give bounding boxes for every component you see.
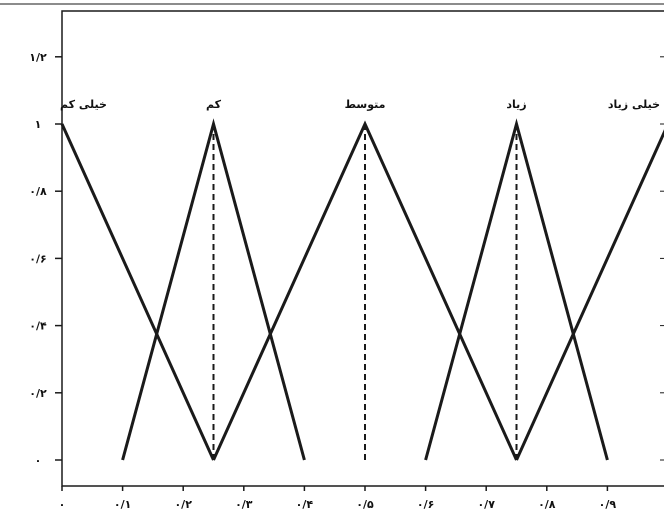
membership-lines (60, 118, 664, 461)
y-tick-label-1: ۰/۲ (29, 387, 47, 400)
series-line-0 (60, 123, 215, 461)
series-label-2: متوسط (345, 98, 386, 111)
y-tick-label-2: ۰/۴ (29, 320, 47, 333)
series-line-1 (121, 118, 306, 461)
y-tick-label-0: ۰ (35, 454, 42, 467)
series-label-4: خیلی زیاد (608, 98, 660, 111)
y-tick-label-6: ۱/۲ (29, 51, 47, 64)
x-tick-label-9: ۰/۹ (599, 498, 617, 511)
x-tick-label-7: ۰/۷ (477, 498, 495, 511)
x-tick-label-1: ۰/۱ (114, 498, 131, 511)
x-tick-label-8: ۰/۸ (538, 498, 556, 511)
x-tick-label-5: ۰/۵ (356, 498, 374, 511)
plot-border (61, 10, 664, 487)
peak-guides (212, 124, 518, 460)
series-label-3: زیاد (506, 98, 526, 111)
x-tick-label-2: ۰/۲ (174, 498, 192, 511)
series-line-3 (424, 118, 609, 461)
series-label-1: کم (206, 98, 222, 111)
y-axis-ticks: ۰ ۰/۲ ۰/۴ ۰/۶ ۰/۸ ۱ ۱/۲ (29, 51, 664, 467)
x-tick-label-0: ۰ (59, 498, 66, 511)
series-labels: خیلی کم کم متوسط زیاد خیلی زیاد (60, 98, 660, 111)
series-line-4 (515, 129, 664, 461)
plot-frame (0, 3, 664, 487)
x-axis-ticks: ۰ ۰/۱ ۰/۲ ۰/۳ ۰/۴ ۰/۵ ۰/۶ ۰/۷ ۰/۸ ۰/۹ (59, 486, 617, 511)
y-tick-label-3: ۰/۶ (29, 252, 46, 265)
y-tick-label-4: ۰/۸ (29, 185, 47, 198)
series-label-0: خیلی کم (60, 98, 107, 111)
series-line-2 (212, 120, 518, 461)
y-tick-label-5: ۱ (35, 118, 42, 131)
x-tick-label-4: ۰/۴ (296, 498, 314, 511)
x-tick-label-6: ۰/۶ (417, 498, 434, 511)
x-tick-label-3: ۰/۳ (235, 498, 253, 511)
